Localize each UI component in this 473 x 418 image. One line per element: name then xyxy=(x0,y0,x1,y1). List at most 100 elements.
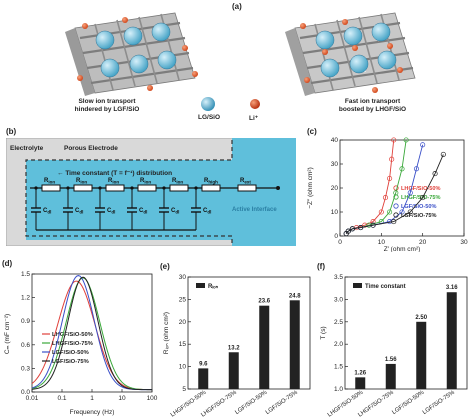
y-tick-label: 0.3 xyxy=(21,365,30,372)
data-label: 2.50 xyxy=(415,315,427,321)
lg-sio-particle xyxy=(157,50,177,70)
series-line-2 xyxy=(345,144,424,234)
data-point xyxy=(432,171,438,177)
y-tick-label: 15 xyxy=(179,341,187,348)
y-tick-label: 2.5 xyxy=(334,319,343,326)
chart-c-nyquist: 0 10 20 30 0 10 20 30 40 Z′ (ohm cm²) −Z″ (ohm cm²… xyxy=(307,137,468,252)
y-tick-label: 10 xyxy=(179,364,187,371)
legend-entry: LGF/SiO-50% xyxy=(52,350,89,356)
data-label: 3.16 xyxy=(446,285,458,291)
data-point xyxy=(349,226,355,232)
panel-a-label: (a) xyxy=(232,2,242,11)
panel-a-legend xyxy=(201,97,260,111)
lg-sio-particle xyxy=(123,26,143,46)
right-caption-1: Fast ion transport xyxy=(344,98,401,105)
legend-entry: LHGF/SiO-75% xyxy=(52,341,93,347)
li-ion xyxy=(147,85,153,91)
legend-marker xyxy=(393,185,399,191)
resistor xyxy=(237,184,257,192)
li-ion xyxy=(304,77,310,83)
resistor-sub: ion xyxy=(48,180,55,185)
y-tick-label: 3.5 xyxy=(334,274,343,281)
data-point xyxy=(391,137,397,143)
legend-entry: LGF/SiO-50% xyxy=(401,204,436,210)
chart-f-time-constant: 1.01.52.02.53.03.51.26LHGF/SiO-50%1.56LH… xyxy=(320,274,468,418)
data-point xyxy=(389,156,395,162)
data-point xyxy=(440,151,446,157)
lg-sio-particle xyxy=(371,22,391,42)
resistor-label: Rion xyxy=(108,178,119,185)
lg-sio-particle xyxy=(343,26,363,46)
category-label: LGF/SiO-75% xyxy=(265,389,300,416)
resistor xyxy=(105,184,125,192)
electrolyte-label: Electrolyte xyxy=(10,145,44,152)
data-label: 24.8 xyxy=(289,293,301,299)
data-label: 9.6 xyxy=(199,361,208,367)
lg-sio-particle xyxy=(100,58,120,78)
porous-electrode-label: Porous Electrode xyxy=(64,145,118,152)
panel-c-label: (c) xyxy=(307,127,317,136)
li-ion xyxy=(352,45,358,51)
resistor xyxy=(201,184,221,192)
y-axis-label: −Z″ (ohm cm²) xyxy=(307,167,314,208)
resistor-sub: ext xyxy=(244,180,251,185)
resistor-sub: ion xyxy=(144,180,151,185)
resistor-label: Rhigh xyxy=(204,178,218,185)
capacitor-label: Cdl xyxy=(139,208,147,215)
data-label: 1.26 xyxy=(354,370,366,376)
panel-e-label: (e) xyxy=(160,262,170,271)
time-constant-text: Time constant (T = f⁻¹) distribution xyxy=(65,170,173,177)
x-tick-label: 1 xyxy=(90,395,94,402)
data-point xyxy=(407,190,413,196)
legend-li-label: Li⁺ xyxy=(249,115,259,122)
x-tick-label: 100 xyxy=(147,395,158,402)
capacitor-sub: dl xyxy=(175,210,179,215)
li-ion xyxy=(77,75,83,81)
y-tick-label: 30 xyxy=(331,161,339,168)
legend-marker xyxy=(393,203,399,209)
resistor xyxy=(169,184,189,192)
li-ion xyxy=(182,45,188,51)
y-tick-label: 20 xyxy=(179,319,187,326)
legend-sphere-label: LG/SiO xyxy=(198,114,221,121)
lg-sio-particle xyxy=(320,58,340,78)
legend-marker xyxy=(393,194,399,200)
y-tick-label: 1.2 xyxy=(21,295,30,302)
lg-sio-particle xyxy=(151,22,171,42)
y-tick-label: 20 xyxy=(331,185,339,192)
y-tick-label: 5 xyxy=(182,386,186,393)
x-axis-label: Frequency (Hz) xyxy=(70,409,115,416)
data-point xyxy=(378,209,384,215)
x-tick-label: 0 xyxy=(338,239,342,246)
legend-label: Rᵢₒₙ xyxy=(208,284,219,290)
capacitor-sub: dl xyxy=(79,210,83,215)
plot-frame xyxy=(187,276,311,390)
y-tick-label: 30 xyxy=(179,274,187,281)
y-tick-label: 40 xyxy=(331,137,339,144)
legend-marker xyxy=(393,212,399,218)
bar xyxy=(289,300,300,389)
x-tick-label: 30 xyxy=(460,239,468,246)
x-tick-label: 10 xyxy=(118,395,126,402)
resistor-label: Rion xyxy=(44,178,55,185)
data-point xyxy=(403,137,409,143)
capacitor-sub: dl xyxy=(207,210,211,215)
series-line-3 xyxy=(345,154,444,234)
resistor-sub: high xyxy=(208,180,218,185)
bar xyxy=(446,292,457,389)
plot-frame xyxy=(344,276,468,390)
li-ion xyxy=(122,17,128,23)
left-caption-1: Slow ion transport xyxy=(78,98,136,105)
resistor xyxy=(41,184,61,192)
chart-d-capacitance: 0.01 0.1 1 10 100 0.0 0.3 0.6 0.9 1.2 1.5 Frequency… xyxy=(4,271,158,416)
lg-sio-particle xyxy=(315,30,335,50)
data-label: 1.56 xyxy=(385,357,397,363)
active-interface-label: Active Interface xyxy=(232,207,277,213)
data-point xyxy=(413,166,420,172)
data-point xyxy=(420,195,426,201)
data-point xyxy=(407,209,413,215)
x-axis-label: Z′ (ohm cm²) xyxy=(384,246,421,252)
chart-e-rion: 510152025309.6LHGF/SiO-50%13.2LHGF/SiO-7… xyxy=(163,274,311,418)
bar xyxy=(385,363,396,389)
data-label: 13.2 xyxy=(228,345,240,351)
